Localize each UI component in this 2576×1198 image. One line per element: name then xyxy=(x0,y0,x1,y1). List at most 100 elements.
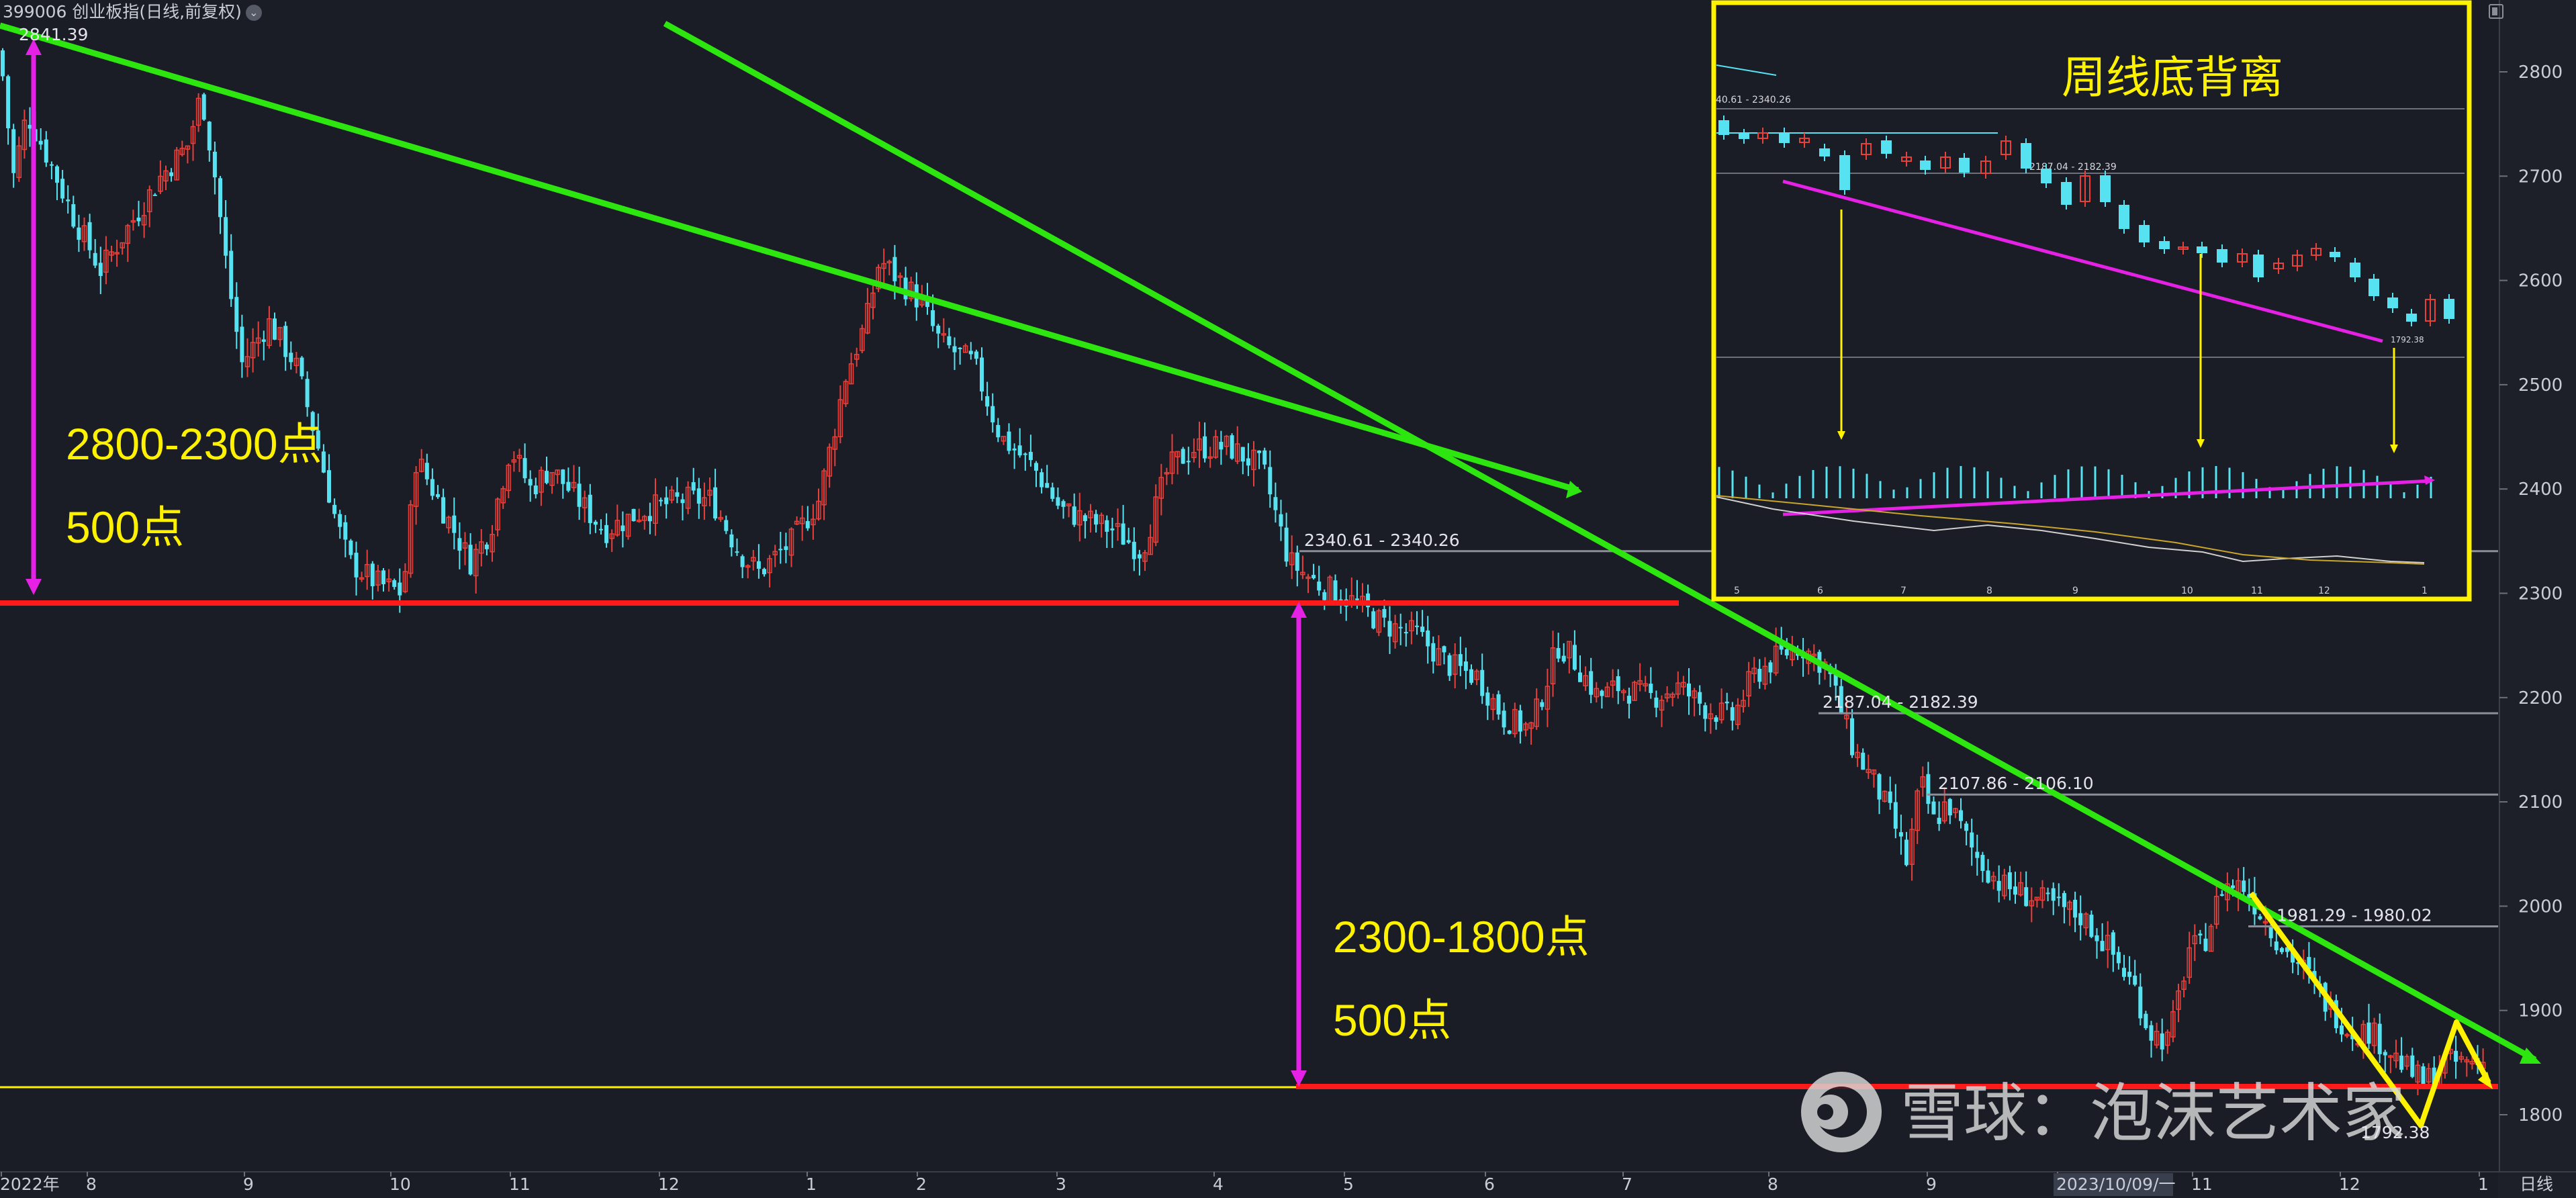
candle xyxy=(1099,512,1104,538)
inset-label-1792: 1792.38 xyxy=(2391,335,2424,344)
candle xyxy=(827,443,832,488)
inset-candle xyxy=(2197,242,2207,258)
candle xyxy=(1594,682,1600,703)
candle xyxy=(1567,641,1572,674)
inset-candle xyxy=(2444,294,2454,324)
candle xyxy=(636,508,642,523)
x-focus-label-bg xyxy=(2054,1173,2173,1196)
candle xyxy=(1219,430,1224,465)
y-tick-label: 1900 xyxy=(2518,1001,2563,1021)
candle xyxy=(1317,565,1322,596)
candle xyxy=(1224,434,1230,455)
candle xyxy=(370,561,375,600)
candle xyxy=(1132,527,1136,571)
candle xyxy=(66,185,71,214)
inset-dif-line xyxy=(1716,496,2425,563)
inset-candle xyxy=(2217,244,2227,267)
price-labels: 2841.39 2340.61 - 2340.26 2187.04 - 2182.3… xyxy=(19,25,2432,1142)
candle xyxy=(865,287,870,334)
candle xyxy=(854,347,860,367)
candle xyxy=(1980,851,1985,882)
candle xyxy=(49,161,54,180)
candle xyxy=(2138,973,2143,1025)
symbol-header[interactable]: 399006 创业板指(日线,前复权) ⌄ xyxy=(3,1,262,23)
symbol-title: 399006 创业板指(日线,前复权) xyxy=(3,2,242,21)
y-tick-label: 2300 xyxy=(2518,584,2563,604)
candle xyxy=(44,131,48,167)
candle xyxy=(484,542,489,555)
annotation-points-2: 500点 xyxy=(1333,995,1451,1045)
candle xyxy=(832,428,838,467)
candle xyxy=(1191,438,1197,463)
candle xyxy=(1850,708,1854,758)
candle xyxy=(1387,606,1392,654)
candle xyxy=(1436,635,1442,665)
candle xyxy=(968,342,973,360)
candle xyxy=(756,544,761,579)
candle xyxy=(2410,1048,2415,1078)
candle xyxy=(386,569,392,592)
candle xyxy=(685,481,691,514)
candle xyxy=(1687,667,1691,715)
candle xyxy=(805,506,810,531)
candle xyxy=(1061,499,1066,519)
candle xyxy=(1669,692,1675,706)
candle xyxy=(2100,923,2105,952)
candle xyxy=(1050,482,1055,502)
candle xyxy=(1773,627,1779,676)
candle xyxy=(837,385,843,444)
candle xyxy=(980,347,984,401)
inset-title: 周线底背离 xyxy=(2062,52,2283,102)
x-tick-label: 11 xyxy=(2191,1174,2213,1194)
candle xyxy=(1718,688,1724,724)
candle xyxy=(2176,983,2181,1023)
candle xyxy=(799,505,805,541)
candle xyxy=(1621,688,1626,701)
candle xyxy=(1496,690,1501,720)
candle xyxy=(659,497,663,506)
candle xyxy=(2029,887,2035,923)
candle xyxy=(614,504,620,537)
inset-candle xyxy=(1839,150,1850,195)
trend-line-1-arrowhead xyxy=(1566,481,1582,498)
y-tick-label: 2200 xyxy=(2518,688,2563,708)
candle xyxy=(2219,890,2224,896)
inset-candle xyxy=(2425,294,2436,326)
candle xyxy=(1844,700,1849,729)
candle xyxy=(2089,910,2094,939)
candle xyxy=(2105,921,2111,968)
inset-x-label: 10 xyxy=(2181,586,2193,596)
candle xyxy=(2192,924,2198,962)
y-tick-label: 2500 xyxy=(2518,375,2563,396)
candle xyxy=(740,554,745,578)
candle xyxy=(1153,484,1158,547)
candle xyxy=(718,510,723,522)
inset-candle xyxy=(1757,128,1768,144)
candle xyxy=(310,410,315,445)
candle xyxy=(1175,451,1181,475)
candle xyxy=(163,165,169,191)
candle xyxy=(2344,1033,2350,1038)
candle xyxy=(1626,688,1631,719)
chevron-down-icon[interactable]: ⌄ xyxy=(245,5,262,21)
inset-dea-line xyxy=(1716,495,2425,565)
candle xyxy=(364,549,370,590)
candle xyxy=(680,493,685,520)
inset-ma-line xyxy=(1716,64,1777,76)
x-tick-label: 8 xyxy=(1767,1174,1778,1194)
candle xyxy=(2213,884,2219,929)
inset-candle xyxy=(2273,258,2284,274)
candle xyxy=(1986,859,1990,884)
panel-toggle-icon[interactable] xyxy=(2489,4,2503,19)
candle xyxy=(1126,527,1131,545)
candle xyxy=(55,165,59,201)
candle xyxy=(1305,573,1311,594)
x-tick-labels: 2022年 8 9 10 11 12 1 2 3 4 5 6 7 8 9 2023/10/09/一 11 12 1 日… xyxy=(0,1172,2553,1196)
candle xyxy=(1333,574,1338,604)
candle xyxy=(1213,430,1219,459)
inset-candle xyxy=(2000,136,2011,160)
candle xyxy=(408,500,414,578)
candle xyxy=(2007,866,2012,901)
candle xyxy=(1066,503,1072,518)
